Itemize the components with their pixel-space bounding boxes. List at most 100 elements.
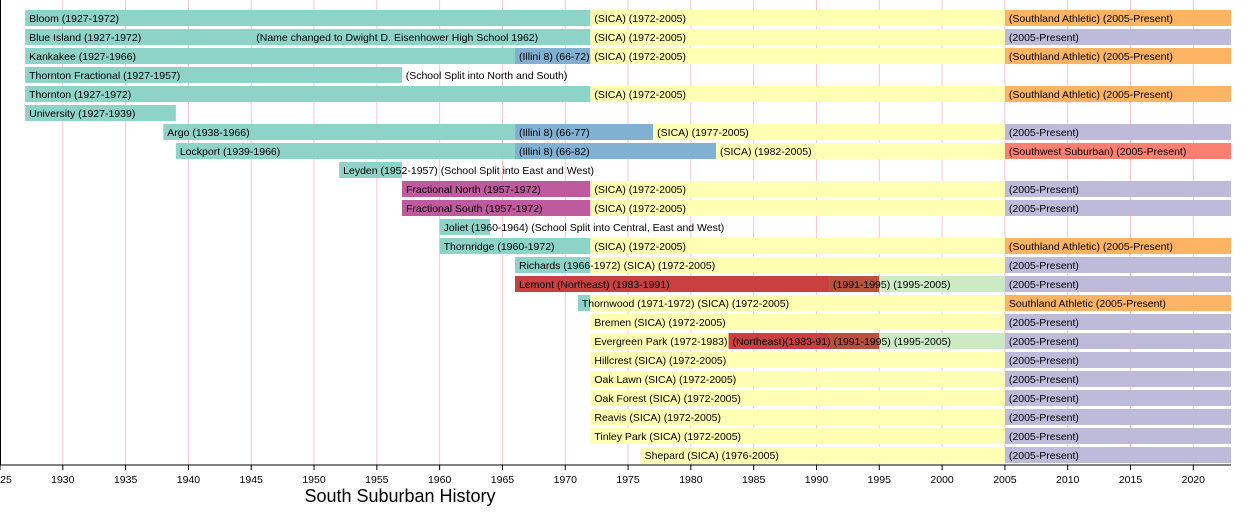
bar-label: Kankakee (1927-1966) [29,51,136,63]
note-label: (School Split into North and South) [406,70,568,82]
timeline-bar [577,295,591,311]
timeline-bar [1004,352,1231,368]
timeline-bar [590,428,1005,444]
bar-label: (2005-Present) [1009,279,1079,291]
chart-title: South Suburban History [304,486,495,506]
labels: 25 1930 1935 1940 1945 1950 1955 1960 1965 1970 19… [0,13,1205,486]
x-tick-label: 2020 [1182,474,1206,486]
timeline-bar [590,352,1005,368]
bar-label: (2005-Present) [1009,317,1079,329]
timeline-bar [879,276,1005,292]
timeline-bar [653,124,1005,140]
bar-label: (Illini 8) (66-82) [519,146,590,158]
x-tick-label: 25 [0,474,12,486]
bar-label: Tinley Park (SICA) (1972-2005) [594,431,741,443]
x-tick-label: 1940 [177,474,201,486]
timeline-bar [1004,276,1231,292]
timeline-bar [590,257,1005,273]
x-tick-label: 1990 [805,474,829,486]
bar-label: Fractional South (1957-1972) [406,203,543,215]
bar-label: Bremen (SICA) (1972-2005) [594,317,725,329]
timeline-bar [829,276,880,292]
bar-label: Hillcrest (SICA) (1972-2005) [594,355,726,367]
timeline-bar [25,10,591,26]
bar-label: Richards (1966-1972) [519,260,621,272]
bar-label: Thornton (1927-1972) [29,89,131,101]
timeline-bar [1004,409,1231,425]
bar-label: (Southwest Suburban) (2005-Present) [1009,146,1186,158]
x-tick-label: 1960 [428,474,452,486]
bar-label: (SICA) (1972-2005) [594,13,686,25]
timeline-bar [515,48,591,64]
bar-label: (SICA) (1977-2005) [657,127,749,139]
bar-label: (2005-Present) [1009,374,1079,386]
x-tick-label: 1985 [742,474,766,486]
x-tick-label: 1965 [491,474,515,486]
timeline-bar [163,124,516,140]
bar-label: (SICA) (1972-2005) [624,260,716,272]
bar-label: Shepard (SICA) (1976-2005) [645,450,779,462]
timeline-bar [590,390,1005,406]
timeline-bar [590,333,729,349]
bar-label: (1991-1995) [834,336,891,348]
bar-label: Thornwood (1971-1972) [582,298,695,310]
x-tick-label: 2010 [1056,474,1080,486]
bars [25,10,1231,463]
timeline-bar [590,238,1005,254]
bar-label: Blue Island (1927-1972) [29,32,141,44]
timeline-bar [640,447,1005,463]
x-tick-label: 2015 [1119,474,1143,486]
bar-label: (SICA) (1972-2005) [594,32,686,44]
bar-label: (2005-Present) [1009,336,1079,348]
timeline-bar [590,295,1005,311]
x-tick-label: 1975 [616,474,640,486]
bar-label: (2005-Present) [1009,32,1079,44]
timeline-bar [590,10,1005,26]
timeline-bar [728,333,830,349]
bar-label: (2005-Present) [1009,431,1079,443]
timeline-bar [515,276,830,292]
bar-label: (1995-2005) [894,336,951,348]
x-tick-label: 2005 [993,474,1017,486]
timeline-bar [1004,238,1231,254]
bar-label: (2005-Present) [1009,184,1079,196]
bar-label: (2005-Present) [1009,412,1079,424]
bar-label: (Southland Athletic) (2005-Present) [1009,51,1173,63]
bar-label: (2005-Present) [1009,203,1079,215]
timeline-bar [439,219,490,235]
bar-label: Thornridge (1960-1972) [444,241,555,253]
bar-label: (SICA) (1972-2005) [594,241,686,253]
bar-label: (SICA) (1972-2005) [594,203,686,215]
timeline-bar [590,200,1005,216]
timeline-bar [1004,143,1231,159]
bar-label: Thornton Fractional (1927-1957) [29,70,180,82]
timeline-bar [590,48,1005,64]
timeline-bar [515,257,591,273]
x-tick-label: 1950 [302,474,326,486]
bar-label: (SICA) (1972-2005) [697,298,789,310]
bar-label: Leyden (1952-1957) [343,165,438,177]
bar-label: (2005-Present) [1009,355,1079,367]
bar-label: (SICA) (1982-2005) [720,146,812,158]
timeline-bar [1004,181,1231,197]
bar-label: (SICA) (1972-2005) [594,89,686,101]
timeline-bar [25,86,591,102]
x-tick-label: 1930 [51,474,75,486]
bar-label: Lockport (1939-1966) [180,146,280,158]
bar-label: (1995-2005) [893,279,950,291]
timeline-bar [715,143,1005,159]
bar-label: (SICA) (1972-2005) [594,51,686,63]
timeline-bar [401,181,591,197]
bar-label: (Illini 8) (66-72) [519,51,590,63]
timeline-bar [1004,428,1231,444]
timeline-bar [1004,333,1231,349]
timeline-bar [401,200,591,216]
bar-label: Reavis (SICA) (1972-2005) [594,412,721,424]
bar-label: Southland Athletic (2005-Present) [1009,298,1166,310]
x-tick-label: 1980 [679,474,703,486]
bar-label: (Southland Athletic) (2005-Present) [1009,89,1173,101]
timeline-bar [25,105,176,121]
note-label: (School Split into East and West) [441,165,594,177]
